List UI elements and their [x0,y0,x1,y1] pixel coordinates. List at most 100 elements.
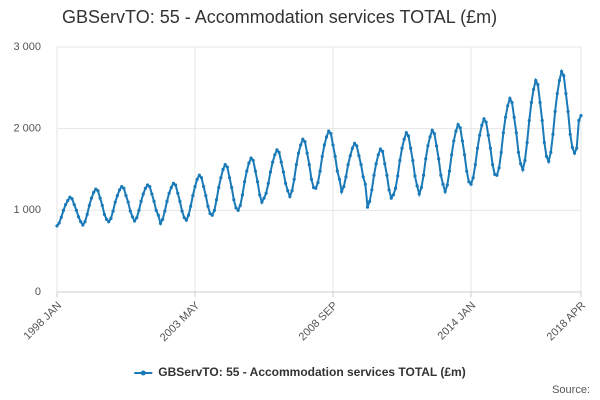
point [92,190,96,194]
point [393,186,398,190]
point [411,158,415,163]
point [83,220,87,224]
y-tick-label: 1 000 [13,204,41,216]
point [61,208,66,212]
point [327,129,331,133]
point [176,191,180,195]
point [396,174,400,178]
point [421,173,426,177]
point [568,132,572,136]
point [467,180,471,184]
point [365,205,370,209]
point [314,186,318,190]
point [85,212,89,217]
point [469,182,473,186]
point [117,188,122,192]
point [217,185,221,190]
point [352,141,357,145]
point [508,96,512,101]
point [143,186,148,190]
point [301,137,305,141]
point [555,91,559,96]
point [264,191,268,195]
point [184,218,188,222]
point [458,126,462,130]
point [331,143,335,147]
point [59,215,63,219]
point [501,131,505,135]
point [186,213,191,217]
point [417,192,421,196]
point [527,118,531,123]
point [281,170,286,174]
point [234,206,238,210]
point [486,133,490,137]
point [167,191,171,195]
point [575,146,579,150]
point [348,154,352,158]
x-tick-label: 2003 MAY [158,299,203,344]
point [316,180,320,185]
point [87,203,91,208]
point [148,185,152,189]
x-tick-label: 2018 APR [545,300,589,344]
point [102,212,107,217]
point [437,157,441,161]
point [378,147,383,151]
point [355,144,359,148]
point [74,208,79,212]
point [430,128,434,132]
point [562,73,566,78]
point [523,158,527,163]
point [141,192,145,196]
point [329,131,333,136]
point [199,176,204,180]
point [525,140,529,145]
point [307,163,311,167]
point [450,153,454,157]
point [551,132,555,136]
point [340,189,344,194]
point [499,150,503,154]
point [89,196,94,200]
point [344,175,348,179]
point [238,203,242,208]
point [128,209,132,213]
point [432,131,436,136]
point [368,199,372,203]
point [273,153,277,157]
point [519,162,523,166]
point [299,143,303,147]
point [227,176,232,180]
point [547,159,551,163]
point [197,173,201,177]
point [275,148,279,152]
point [460,139,464,143]
point [305,151,309,155]
point [223,163,227,167]
point [232,198,236,202]
point [465,169,469,173]
y-tick-label: 3 000 [13,41,41,53]
point [564,91,568,96]
point [236,208,240,212]
point [536,82,540,87]
point [286,189,290,193]
point [404,131,408,135]
point [318,169,322,173]
point [473,163,477,167]
point [100,203,104,208]
point [292,177,296,181]
point [219,176,223,180]
point [447,169,452,173]
point [415,184,419,188]
point [79,220,83,224]
point [320,154,324,159]
point [333,154,337,159]
point [357,154,361,158]
point [374,162,378,166]
point [191,194,195,198]
point [245,169,249,173]
point [156,213,160,217]
point [406,134,411,138]
